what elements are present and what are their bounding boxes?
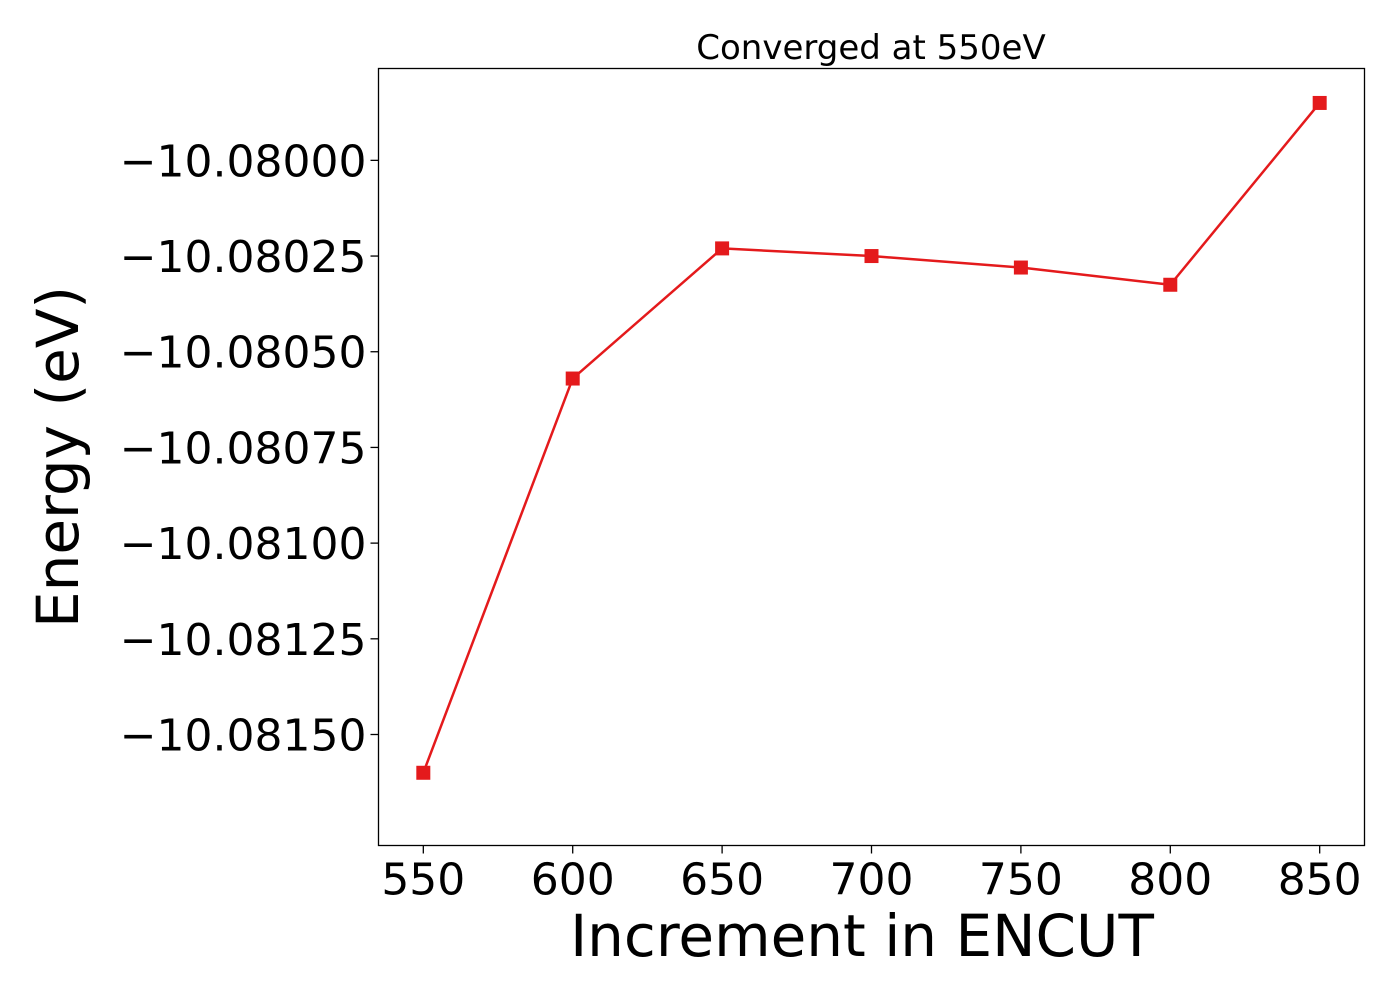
data-point-marker xyxy=(864,249,879,264)
y-tick-label: −10.08050 xyxy=(120,328,367,379)
data-point-marker xyxy=(565,371,580,386)
x-axis-label: Increment in ENCUT xyxy=(570,902,1154,970)
data-point-marker xyxy=(1013,260,1028,275)
data-point-marker xyxy=(715,241,730,256)
data-point-marker xyxy=(1163,277,1178,292)
y-axis-ticks: −10.08000 −10.08025 −10.08050 −10.08075 −10.… xyxy=(120,136,379,762)
data-point-marker xyxy=(1312,95,1327,110)
x-axis-ticks: 550 600 650 700 750 800 850 xyxy=(381,845,1362,906)
x-tick-label: 850 xyxy=(1278,855,1362,906)
y-tick-label: −10.08125 xyxy=(120,615,367,666)
y-tick-label: −10.08150 xyxy=(120,711,367,762)
y-tick-label: −10.08000 xyxy=(120,136,367,187)
data-series xyxy=(416,95,1327,780)
plot-frame xyxy=(377,67,1366,847)
y-tick-label: −10.08100 xyxy=(120,519,367,570)
x-tick-label: 650 xyxy=(680,855,764,906)
y-tick-label: −10.08075 xyxy=(120,423,367,474)
y-axis-label: Energy (eV) xyxy=(24,286,92,628)
x-tick-label: 700 xyxy=(830,855,914,906)
x-tick-label: 550 xyxy=(381,855,465,906)
x-tick-label: 600 xyxy=(531,855,615,906)
y-tick-label: −10.08025 xyxy=(120,232,367,283)
chart-title: Converged at 550eV xyxy=(696,28,1045,68)
x-tick-label: 750 xyxy=(979,855,1063,906)
data-point-marker xyxy=(416,765,431,780)
x-tick-label: 800 xyxy=(1128,855,1212,906)
